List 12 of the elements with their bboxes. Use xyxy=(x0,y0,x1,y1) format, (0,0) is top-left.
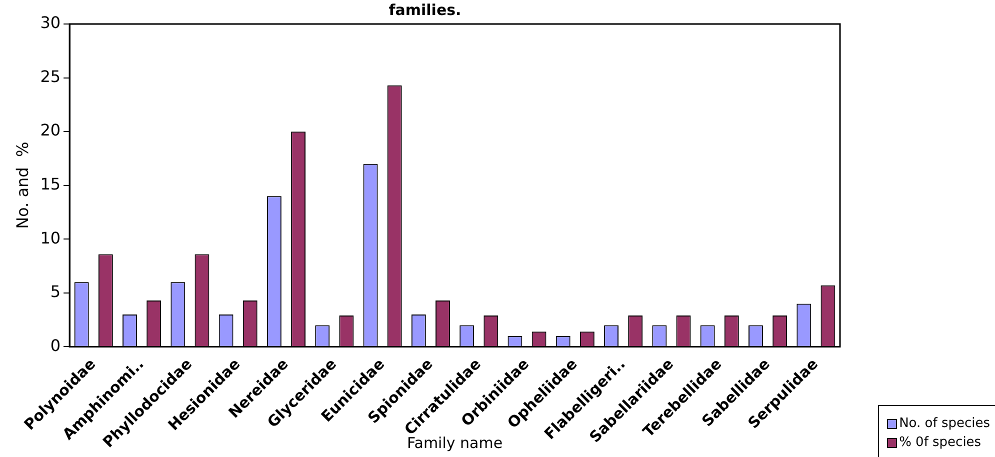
y-tick-label: 20 xyxy=(40,120,61,140)
y-tick-label: 25 xyxy=(40,66,61,86)
y-tick-label: 10 xyxy=(40,228,61,248)
y-tick-label: 15 xyxy=(40,174,61,194)
y-axis-title: No. and % xyxy=(12,142,32,229)
chart-title: families. xyxy=(388,0,462,19)
y-tick-label: 30 xyxy=(40,13,61,32)
legend-label: No. of species xyxy=(899,416,990,431)
legend-label: % 0f species xyxy=(899,435,982,450)
y-tick-label: 0 xyxy=(50,336,61,355)
y-tick-label: 5 xyxy=(50,282,61,302)
x-axis-title: Family name xyxy=(406,434,503,452)
